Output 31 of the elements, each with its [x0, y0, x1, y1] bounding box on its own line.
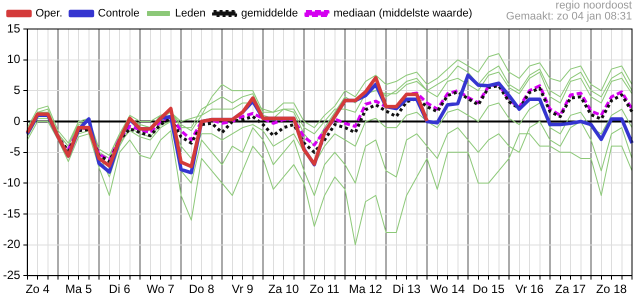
x-tick-label: Zo 11	[310, 282, 340, 296]
x-tick-label: Zo 4	[26, 282, 50, 296]
y-tick-label: -5	[10, 144, 21, 159]
x-tick-label: Di 13	[392, 282, 421, 296]
x-tick-label: Di 6	[108, 282, 131, 296]
x-tick-label: Do 15	[472, 282, 505, 296]
y-tick-label: -20	[3, 237, 21, 252]
x-tick-label: Do 8	[188, 282, 215, 296]
x-tick-label: Za 10	[268, 282, 300, 296]
x-tick-label: Wo 7	[146, 282, 175, 296]
x-tick-label: Za 17	[555, 282, 586, 296]
x-tick-label: Vr 16	[515, 282, 544, 296]
y-tick-label: 15	[6, 21, 21, 36]
x-tick-label: Ma 5	[65, 282, 92, 296]
y-tick-label: -10	[3, 175, 21, 190]
x-tick-label: Wo 14	[430, 282, 466, 296]
x-tick-label: Ma 12	[348, 282, 383, 296]
legend-label: Oper.	[36, 8, 62, 20]
legend-label: Leden	[174, 8, 206, 20]
legend-label: Controle	[98, 8, 140, 20]
x-tick-label: Vr 9	[232, 282, 254, 296]
text: regio noordoost	[556, 0, 632, 12]
y-tick-label: 10	[6, 52, 21, 66]
y-tick-label: 0	[14, 114, 21, 128]
y-tick-label: 5	[14, 82, 21, 97]
y-tick-label: -25	[3, 268, 21, 282]
y-tick-label: -15	[3, 206, 21, 220]
legend-label: gemiddelde	[241, 8, 298, 20]
legend-label: mediaan (middelste waarde)	[333, 8, 472, 20]
text: Gemaakt: zo 04 jan 08:31	[506, 10, 632, 23]
x-tick-label: Zo 18	[596, 282, 628, 296]
